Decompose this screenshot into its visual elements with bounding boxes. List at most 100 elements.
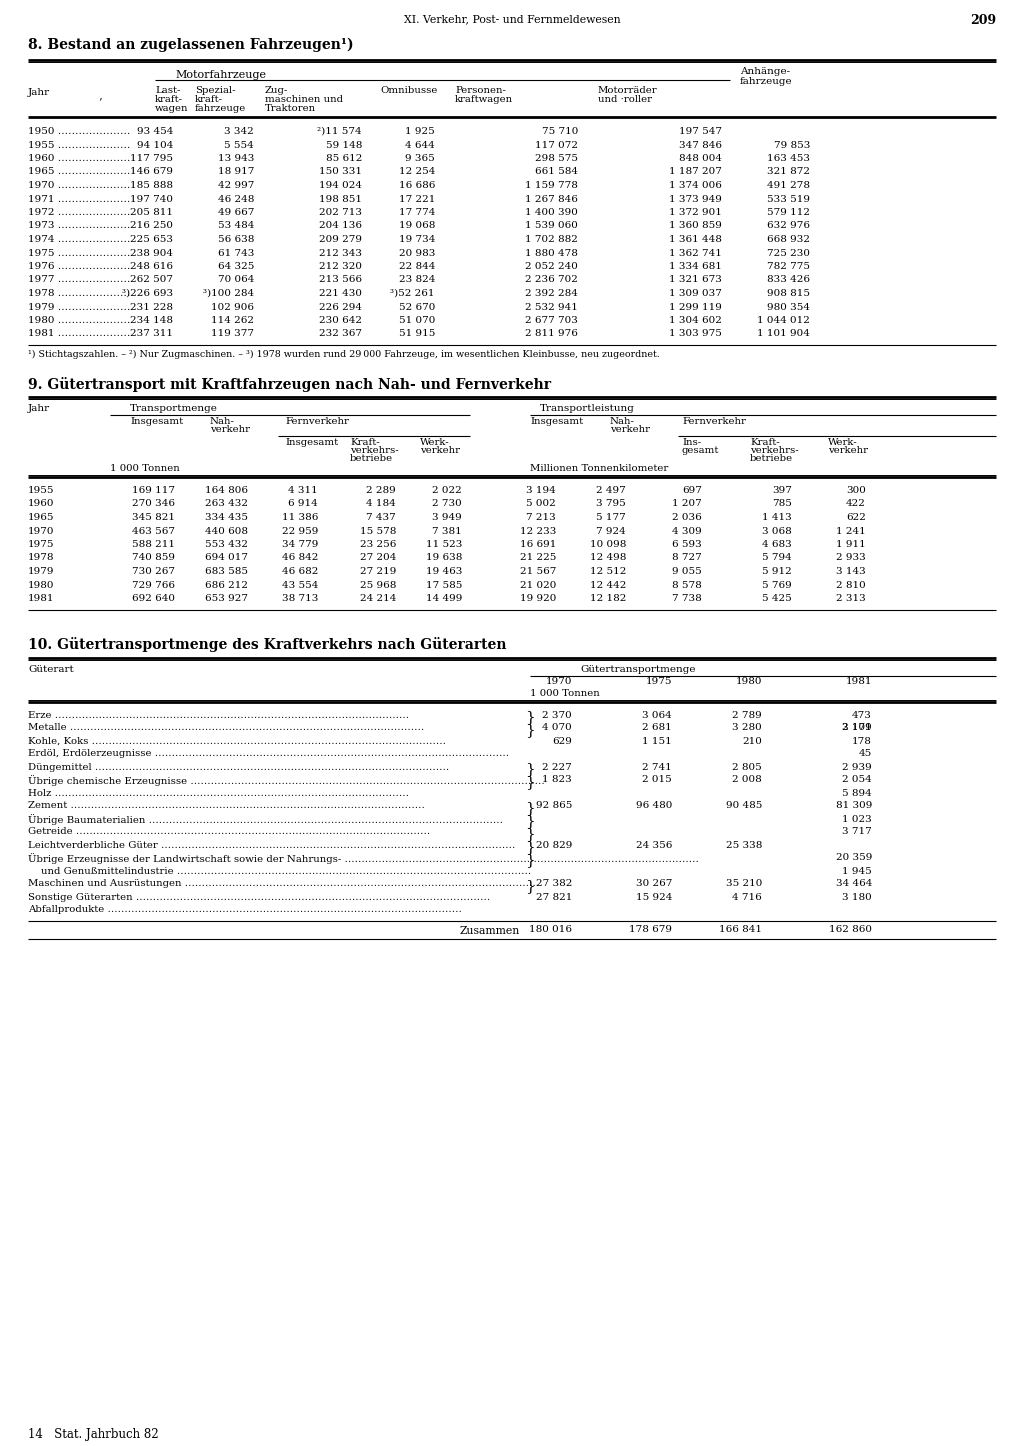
Text: 833 426: 833 426: [767, 276, 810, 285]
Text: 1975: 1975: [645, 678, 672, 687]
Text: 1960 …………………: 1960 …………………: [28, 155, 130, 163]
Text: Zement ……………………………………………………………………………………………: Zement …………………………………………………………………………………………: [28, 801, 425, 811]
Text: 248 616: 248 616: [130, 262, 173, 270]
Text: 533 519: 533 519: [767, 195, 810, 204]
Text: Übrige Erzeugnisse der Landwirtschaft sowie der Nahrungs- …………………………………………………………: Übrige Erzeugnisse der Landwirtschaft so…: [28, 853, 698, 865]
Text: 11 386: 11 386: [282, 513, 318, 522]
Text: 473: 473: [852, 710, 872, 720]
Text: 146 679: 146 679: [130, 168, 173, 176]
Text: 1 400 390: 1 400 390: [525, 208, 578, 217]
Text: 1 159 778: 1 159 778: [525, 181, 578, 189]
Text: Kohle, Koks ……………………………………………………………………………………………: Kohle, Koks ……………………………………………………………………………: [28, 736, 446, 746]
Text: 1981: 1981: [846, 678, 872, 687]
Text: 16 686: 16 686: [398, 181, 435, 189]
Text: 1 361 448: 1 361 448: [669, 236, 722, 244]
Text: 2 497: 2 497: [596, 486, 626, 495]
Text: 1980: 1980: [735, 678, 762, 687]
Text: 300: 300: [846, 486, 866, 495]
Text: Maschinen und Ausrüstungen ……………………………………………………………………………………………: Maschinen und Ausrüstungen ……………………………………: [28, 879, 539, 888]
Text: 4 309: 4 309: [672, 526, 702, 535]
Text: 2 805: 2 805: [732, 762, 762, 772]
Text: 75 710: 75 710: [542, 127, 578, 136]
Text: 463 567: 463 567: [132, 526, 175, 535]
Text: 2 227: 2 227: [543, 762, 572, 772]
Text: 686 212: 686 212: [205, 580, 248, 590]
Text: betriebe: betriebe: [750, 454, 794, 463]
Text: 1970 …………………: 1970 …………………: [28, 181, 130, 189]
Text: 169 117: 169 117: [132, 486, 175, 495]
Text: 2 008: 2 008: [732, 775, 762, 785]
Text: 27 219: 27 219: [359, 567, 396, 576]
Text: 20 829: 20 829: [536, 840, 572, 849]
Text: Insgesamt: Insgesamt: [530, 416, 583, 427]
Text: 1 187 207: 1 187 207: [669, 168, 722, 176]
Text: 270 346: 270 346: [132, 499, 175, 509]
Text: ³)226 693: ³)226 693: [122, 289, 173, 298]
Text: 225 653: 225 653: [130, 236, 173, 244]
Text: 70 064: 70 064: [218, 276, 254, 285]
Text: 20 359: 20 359: [836, 853, 872, 862]
Text: 51 070: 51 070: [398, 317, 435, 325]
Text: 21 225: 21 225: [519, 554, 556, 562]
Text: 321 872: 321 872: [767, 168, 810, 176]
Text: }: }: [525, 801, 535, 816]
Text: 198 851: 198 851: [319, 195, 362, 204]
Text: XI. Verkehr, Post- und Fernmeldewesen: XI. Verkehr, Post- und Fernmeldewesen: [403, 14, 621, 25]
Text: 230 642: 230 642: [319, 317, 362, 325]
Text: 14 499: 14 499: [426, 594, 462, 603]
Text: }: }: [525, 762, 535, 777]
Text: 102 906: 102 906: [211, 302, 254, 311]
Text: Werk-: Werk-: [828, 438, 858, 447]
Text: 162 860: 162 860: [829, 925, 872, 934]
Text: und Genußmittelindustrie ……………………………………………………………………………………………: und Genußmittelindustrie …………………………………………: [28, 866, 531, 875]
Text: 1971 …………………: 1971 …………………: [28, 195, 130, 204]
Text: ³)52 261: ³)52 261: [390, 289, 435, 298]
Text: 785: 785: [772, 499, 792, 509]
Text: kraft-: kraft-: [155, 95, 183, 104]
Text: 164 806: 164 806: [205, 486, 248, 495]
Text: verkehrs-: verkehrs-: [750, 445, 799, 455]
Text: 697: 697: [682, 486, 702, 495]
Text: 12 233: 12 233: [519, 526, 556, 535]
Text: Leichtverderbliche Güter ……………………………………………………………………………………………: Leichtverderbliche Güter …………………………………………: [28, 840, 515, 849]
Text: 1 911: 1 911: [837, 539, 866, 549]
Text: 1978 …………………: 1978 …………………: [28, 289, 130, 298]
Text: Millionen Tonnenkilometer: Millionen Tonnenkilometer: [530, 464, 669, 473]
Text: Personen-: Personen-: [455, 85, 506, 95]
Text: 19 920: 19 920: [519, 594, 556, 603]
Text: 1974 …………………: 1974 …………………: [28, 236, 130, 244]
Text: 692 640: 692 640: [132, 594, 175, 603]
Text: 2 015: 2 015: [642, 775, 672, 785]
Text: 1972 …………………: 1972 …………………: [28, 208, 130, 217]
Text: 1 207: 1 207: [672, 499, 702, 509]
Text: 440 608: 440 608: [205, 526, 248, 535]
Text: 15 924: 15 924: [636, 892, 672, 901]
Text: 653 927: 653 927: [205, 594, 248, 603]
Text: 85 612: 85 612: [326, 155, 362, 163]
Text: 1978: 1978: [28, 554, 54, 562]
Text: 23 256: 23 256: [359, 539, 396, 549]
Text: 35 210: 35 210: [726, 879, 762, 888]
Text: 740 859: 740 859: [132, 554, 175, 562]
Text: 209 279: 209 279: [319, 236, 362, 244]
Text: 46 682: 46 682: [282, 567, 318, 576]
Text: maschinen und: maschinen und: [265, 95, 343, 104]
Text: 21 567: 21 567: [519, 567, 556, 576]
Text: 231 228: 231 228: [130, 302, 173, 311]
Text: 17 774: 17 774: [398, 208, 435, 217]
Text: 3 180: 3 180: [843, 892, 872, 901]
Text: 2 036: 2 036: [672, 513, 702, 522]
Text: 59 148: 59 148: [326, 140, 362, 149]
Text: 1 374 006: 1 374 006: [669, 181, 722, 189]
Text: 1 362 741: 1 362 741: [669, 249, 722, 257]
Text: 7 213: 7 213: [526, 513, 556, 522]
Text: Übrige chemische Erzeugnisse ……………………………………………………………………………………………: Übrige chemische Erzeugnisse ………………………………: [28, 775, 545, 787]
Text: 6 914: 6 914: [288, 499, 318, 509]
Text: 2 370: 2 370: [543, 710, 572, 720]
Text: Nah-: Nah-: [210, 416, 234, 427]
Text: 45: 45: [859, 749, 872, 759]
Text: 579 112: 579 112: [767, 208, 810, 217]
Text: Abfallprodukte ……………………………………………………………………………………………: Abfallprodukte ……………………………………………………………………: [28, 905, 462, 914]
Text: verkehr: verkehr: [210, 425, 250, 434]
Text: 4 644: 4 644: [406, 140, 435, 149]
